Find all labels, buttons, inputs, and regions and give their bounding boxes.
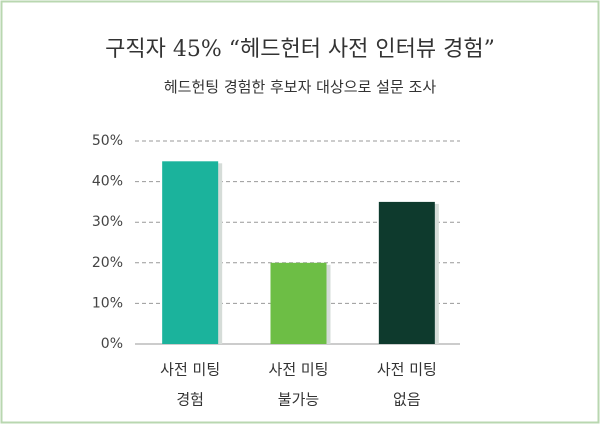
x-tick-label: 사전 미팅 [160, 361, 220, 379]
y-tick-label: 30% [92, 214, 123, 230]
chart-title: 구직자 45% “헤드헌터 사전 인터뷰 경험” [105, 37, 495, 62]
x-tick-label: 사전 미팅 [269, 361, 329, 379]
x-tick-label: 사전 미팅 [377, 361, 437, 379]
bar [270, 262, 327, 344]
x-tick-label: 불가능 [278, 391, 320, 409]
bar [162, 161, 219, 344]
bar [378, 201, 435, 344]
y-tick-label: 10% [92, 295, 123, 311]
y-tick-label: 50% [92, 133, 123, 149]
y-tick-label: 40% [92, 174, 123, 190]
y-tick-label: 0% [101, 336, 123, 352]
y-tick-label: 20% [92, 255, 123, 271]
x-tick-label: 없음 [393, 391, 421, 409]
x-tick-label: 경험 [176, 391, 204, 409]
chart-subtitle: 헤드헌팅 경험한 후보자 대상으로 설문 조사 [164, 78, 436, 96]
